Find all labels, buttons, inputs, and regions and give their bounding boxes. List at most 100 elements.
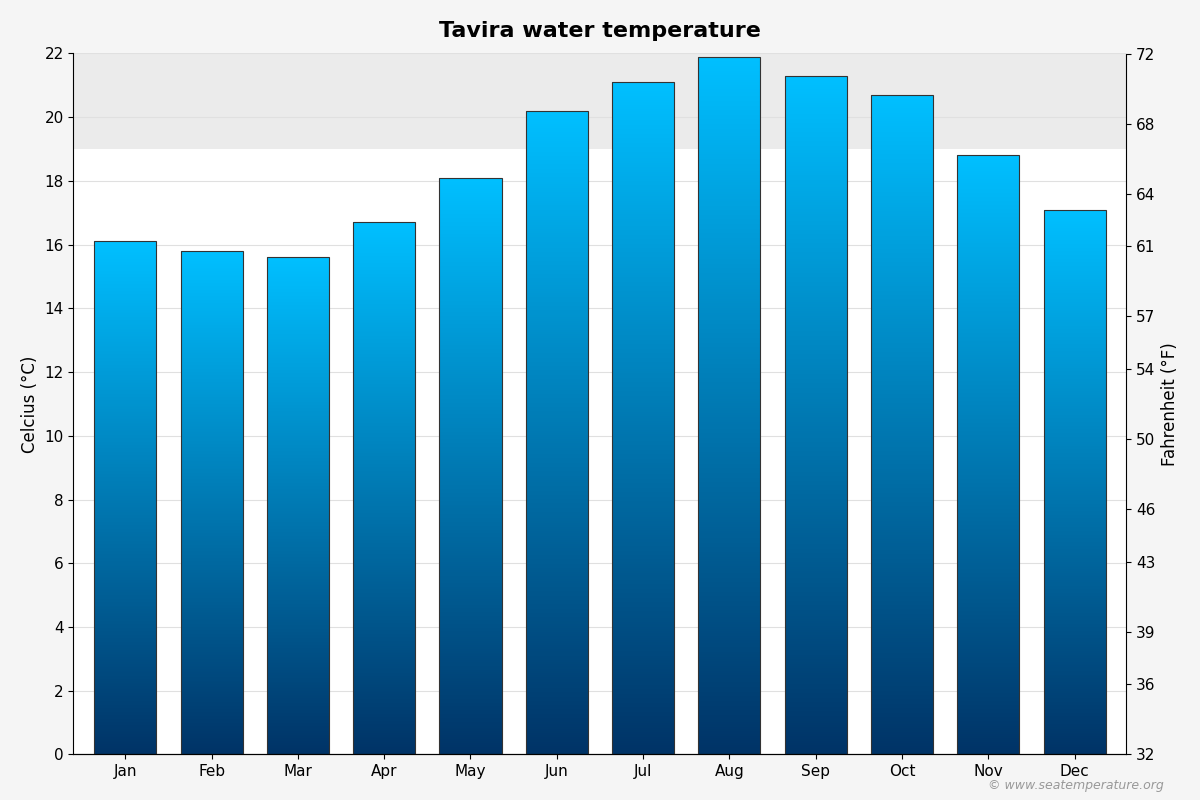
Bar	[612, 490, 674, 492]
Bar	[612, 508, 674, 510]
Bar	[1044, 706, 1105, 707]
Bar	[612, 685, 674, 687]
Bar	[785, 533, 847, 535]
Bar	[266, 693, 329, 695]
Bar	[439, 228, 502, 230]
Bar	[94, 278, 156, 279]
Bar	[958, 637, 1019, 638]
Y-axis label: Celcius (°C): Celcius (°C)	[20, 355, 38, 453]
Bar	[353, 558, 415, 559]
Bar	[94, 741, 156, 742]
Bar	[871, 455, 934, 458]
Bar	[266, 606, 329, 607]
Bar	[526, 686, 588, 688]
Bar	[958, 202, 1019, 203]
Bar	[353, 561, 415, 563]
Bar	[353, 622, 415, 623]
Bar	[698, 722, 761, 724]
Bar	[526, 347, 588, 349]
Bar	[94, 631, 156, 633]
Bar	[353, 233, 415, 234]
Bar	[94, 288, 156, 290]
Bar	[958, 425, 1019, 427]
Bar	[180, 654, 242, 655]
Bar	[1044, 631, 1105, 633]
Bar	[698, 468, 761, 470]
Bar	[871, 546, 934, 548]
Bar	[180, 253, 242, 254]
Bar	[698, 308, 761, 310]
Bar	[1044, 284, 1105, 286]
Bar	[266, 564, 329, 566]
Bar	[266, 481, 329, 482]
Bar	[612, 141, 674, 142]
Bar	[871, 235, 934, 238]
Bar	[1044, 502, 1105, 504]
Bar	[698, 673, 761, 675]
Bar	[871, 574, 934, 576]
Bar	[612, 186, 674, 187]
Bar	[871, 110, 934, 113]
Bar	[958, 561, 1019, 562]
Bar	[612, 342, 674, 344]
Bar	[871, 466, 934, 469]
Bar	[353, 279, 415, 281]
Bar	[180, 454, 242, 456]
Bar	[526, 111, 588, 113]
Bar	[526, 739, 588, 742]
Bar	[698, 650, 761, 652]
Bar	[439, 741, 502, 743]
Bar	[958, 401, 1019, 403]
Bar	[266, 632, 329, 634]
Bar	[526, 257, 588, 259]
Bar	[180, 551, 242, 553]
Bar	[526, 570, 588, 572]
Bar	[439, 282, 502, 283]
Bar	[526, 126, 588, 128]
Bar	[612, 165, 674, 167]
Bar	[785, 184, 847, 186]
Bar	[785, 566, 847, 569]
Bar	[1044, 673, 1105, 674]
Bar	[698, 282, 761, 285]
Bar	[439, 320, 502, 322]
Bar	[180, 467, 242, 469]
Bar	[94, 382, 156, 383]
Bar	[698, 96, 761, 98]
Bar	[612, 727, 674, 730]
Bar	[958, 745, 1019, 746]
Bar	[526, 276, 588, 278]
Bar	[1044, 538, 1105, 540]
Bar	[785, 732, 847, 734]
Bar	[94, 546, 156, 547]
Bar	[612, 626, 674, 629]
Bar	[353, 706, 415, 708]
Bar	[94, 686, 156, 688]
Bar	[439, 624, 502, 626]
Bar	[1044, 322, 1105, 324]
Bar	[785, 327, 847, 329]
Bar	[698, 462, 761, 464]
Bar	[958, 166, 1019, 167]
Bar	[266, 450, 329, 451]
Bar	[958, 363, 1019, 365]
Bar	[958, 403, 1019, 405]
Bar	[785, 655, 847, 657]
Bar	[266, 530, 329, 533]
Bar	[1044, 440, 1105, 442]
Bar	[698, 692, 761, 694]
Bar	[180, 374, 242, 375]
Bar	[958, 175, 1019, 178]
Bar	[612, 277, 674, 279]
Bar	[353, 514, 415, 515]
Bar	[612, 105, 674, 107]
Bar	[439, 249, 502, 251]
Bar	[958, 734, 1019, 737]
Bar	[612, 519, 674, 522]
Bar	[958, 311, 1019, 313]
Bar	[958, 365, 1019, 367]
Bar	[353, 634, 415, 636]
Bar	[958, 525, 1019, 527]
Bar	[180, 506, 242, 508]
Bar	[958, 443, 1019, 445]
